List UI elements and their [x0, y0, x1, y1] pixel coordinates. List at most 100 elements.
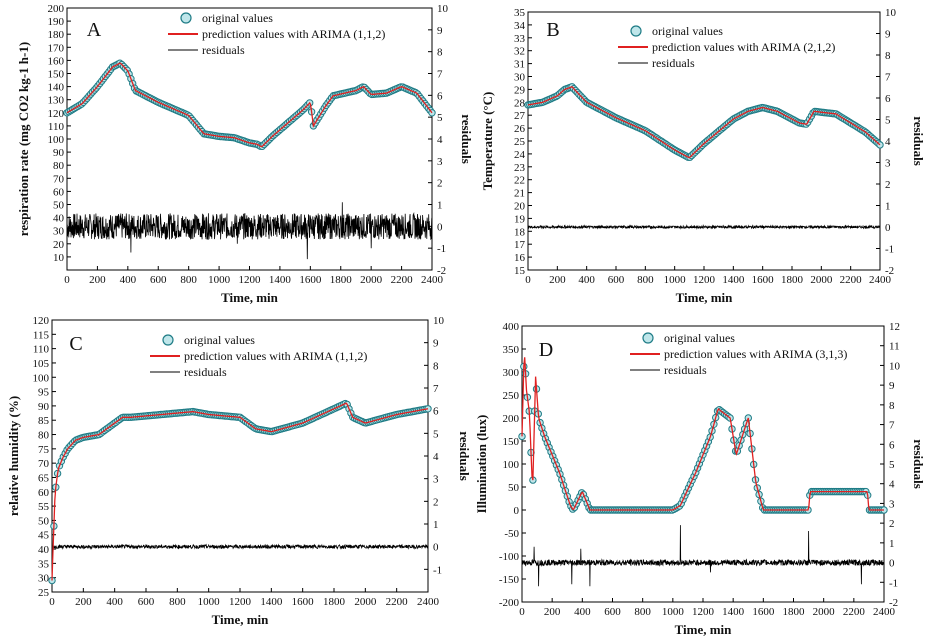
- x-tick-label: 800: [180, 274, 197, 286]
- y-tick-label: 190: [48, 16, 65, 28]
- y-tick-label: 150: [503, 436, 520, 448]
- x-tick-label: 1000: [198, 596, 221, 608]
- y2-tick-label: 8: [885, 50, 891, 62]
- prediction-line: [51, 402, 429, 581]
- legend-label-prediction: prediction values with ARIMA (1,1,2): [184, 349, 367, 363]
- y2-tick-label: 3: [433, 474, 439, 486]
- y-tick-label: 60: [38, 487, 50, 499]
- y-tick-label: 100: [33, 372, 50, 384]
- y2-tick-label: -1: [433, 564, 442, 576]
- y-axis-label: Illumination (lux): [474, 415, 489, 514]
- y2-tick-label: 8: [433, 360, 439, 372]
- y2-tick-label: 6: [437, 90, 443, 102]
- y2-tick-label: 2: [433, 496, 439, 508]
- x-tick-label: 2200: [840, 274, 863, 286]
- y2-tick-label: 2: [437, 178, 443, 190]
- y-tick-label: 20: [53, 239, 65, 251]
- y-tick-label: 85: [38, 415, 50, 427]
- x-tick-label: 0: [525, 274, 531, 286]
- y-tick-label: 140: [48, 82, 65, 94]
- y2-tick-label: 7: [885, 72, 891, 84]
- y-tick-label: 21: [514, 188, 525, 200]
- y-tick-label: 50: [508, 482, 520, 494]
- x-tick-label: 2400: [869, 274, 892, 286]
- legend-marker-original: [180, 12, 192, 24]
- y-tick-label: 28: [514, 97, 526, 109]
- y2-tick-label: 1: [889, 538, 895, 550]
- y-tick-label: 60: [53, 186, 65, 198]
- y-tick-label: 29: [514, 84, 526, 96]
- y2-tick-label: 2: [889, 518, 895, 530]
- y2-tick-label: 5: [885, 115, 891, 127]
- y-tick-label: -200: [499, 597, 520, 609]
- panel-label: A: [87, 19, 102, 41]
- x-tick-label: 1600: [752, 274, 775, 286]
- y-tick-label: 10: [53, 252, 65, 264]
- y-tick-label: 35: [38, 558, 50, 570]
- y-tick-label: 27: [514, 110, 526, 122]
- y-axis-label: relative humidity (%): [6, 396, 21, 516]
- legend-label-prediction: prediction values with ARIMA (3,1,3): [664, 347, 847, 361]
- y-tick-label: 130: [48, 95, 65, 107]
- x-tick-label: 800: [169, 596, 186, 608]
- legend-label-residuals: residuals: [202, 43, 245, 57]
- x-tick-label: 2000: [360, 274, 383, 286]
- x-axis-label: Time, min: [221, 290, 279, 305]
- y-tick-label: 31: [514, 59, 525, 71]
- x-tick-label: 1000: [664, 274, 687, 286]
- x-axis-label: Time, min: [675, 622, 733, 637]
- legend-label-prediction: prediction values with ARIMA (2,1,2): [652, 40, 835, 54]
- x-tick-label: 2000: [813, 606, 836, 618]
- y-tick-label: 400: [503, 321, 520, 333]
- x-tick-label: 1600: [752, 606, 775, 618]
- x-tick-label: 800: [634, 606, 651, 618]
- panel-label: D: [539, 339, 553, 361]
- x-tick-label: 1000: [208, 274, 231, 286]
- y2-tick-label: 7: [437, 69, 443, 81]
- original-values-markers: [524, 83, 884, 161]
- x-tick-label: 2400: [421, 274, 444, 286]
- x-tick-label: 1200: [692, 606, 715, 618]
- x-tick-label: 1800: [783, 606, 806, 618]
- legend-label-original: original values: [652, 24, 723, 38]
- y-tick-label: 120: [48, 108, 65, 120]
- x-tick-label: 400: [574, 606, 591, 618]
- y-tick-label: 25: [514, 136, 526, 148]
- y2-tick-label: 0: [889, 558, 895, 570]
- y-tick-label: 105: [33, 358, 50, 370]
- x-axis-label: Time, min: [676, 290, 734, 305]
- y-tick-label: 22: [514, 175, 525, 187]
- y-tick-label: 15: [514, 265, 526, 277]
- x-tick-label: 200: [544, 606, 561, 618]
- y2-tick-label: 5: [433, 428, 439, 440]
- y2-tick-label: 6: [885, 93, 891, 105]
- y2-tick-label: 9: [433, 338, 439, 350]
- x-tick-label: 200: [75, 596, 92, 608]
- y-tick-label: 55: [38, 501, 50, 513]
- y-tick-label: 160: [48, 55, 65, 67]
- y2-tick-label: 4: [433, 451, 439, 463]
- y-tick-label: -50: [504, 528, 519, 540]
- y2-tick-label: 12: [889, 321, 900, 333]
- x-tick-label: 2200: [386, 596, 409, 608]
- x-tick-label: 600: [138, 596, 155, 608]
- x-tick-label: 2000: [354, 596, 377, 608]
- chart-panel-D: 0 200 400 600 800 1000 1200 1400 1600 1800 2000 220…: [474, 321, 926, 637]
- chart-panel-B: 0 200 400 600 800 1000 1200 1400 1600 1800 2000 220…: [480, 7, 926, 305]
- y2-tick-label: 10: [437, 3, 449, 15]
- y2-tick-label: 5: [437, 112, 443, 124]
- y-tick-label: 32: [514, 46, 525, 58]
- y2-tick-label: 0: [433, 542, 439, 554]
- legend-label-residuals: residuals: [652, 56, 695, 70]
- legend-marker-original: [630, 25, 642, 37]
- y2-tick-label: 6: [433, 406, 439, 418]
- original-values-markers: [48, 399, 432, 585]
- x-tick-label: 800: [637, 274, 654, 286]
- x-tick-label: 200: [549, 274, 566, 286]
- y2-tick-label: 0: [437, 221, 443, 233]
- y-tick-label: 75: [38, 444, 50, 456]
- prediction-line: [527, 86, 881, 159]
- y-tick-label: -150: [499, 574, 520, 586]
- y2-tick-label: 10: [889, 360, 901, 372]
